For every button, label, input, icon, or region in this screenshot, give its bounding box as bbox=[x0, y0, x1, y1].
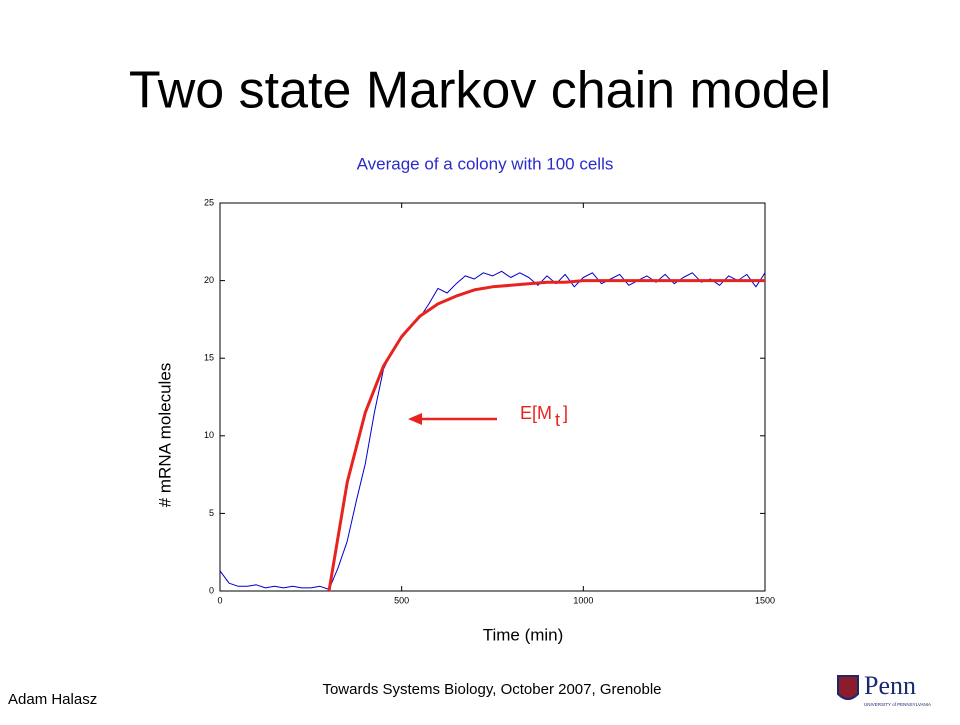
logo-subtext: UNIVERSITY of PENNSYLVANIA bbox=[864, 702, 931, 707]
y-tick-label: 10 bbox=[204, 430, 214, 440]
logo: Penn UNIVERSITY of PENNSYLVANIA bbox=[837, 671, 931, 707]
annotation: E[M t] bbox=[520, 403, 568, 430]
x-axis-label: Time (min) bbox=[483, 625, 564, 644]
logo-shield bbox=[837, 675, 859, 700]
x-tick-label: 1000 bbox=[573, 595, 593, 605]
chart-subtitle: Average of a colony with 100 cells bbox=[357, 154, 614, 173]
slide-title: Two state Markov chain model bbox=[129, 62, 831, 120]
y-tick-label: 15 bbox=[204, 353, 214, 363]
y-tick-label: 20 bbox=[204, 275, 214, 285]
footer-event: Towards Systems Biology, October 2007, G… bbox=[322, 681, 661, 698]
footer-author: Adam Halasz bbox=[8, 691, 97, 708]
annotation-arrowhead bbox=[408, 413, 422, 425]
plot-frame bbox=[219, 202, 766, 592]
y-tick-label: 0 bbox=[209, 585, 214, 595]
y-tick-label: 25 bbox=[204, 197, 214, 207]
x-tick-label: 1500 bbox=[755, 595, 775, 605]
expectation-line bbox=[327, 279, 765, 592]
logo-text: Penn bbox=[864, 671, 916, 700]
annotation-main: E[M bbox=[520, 403, 552, 423]
y-tick-label: 5 bbox=[209, 508, 214, 518]
y-axis-label: # mRNA molecules bbox=[155, 363, 174, 508]
simulation-line bbox=[219, 270, 766, 590]
x-tick-label: 0 bbox=[217, 595, 222, 605]
x-tick-label: 500 bbox=[394, 595, 409, 605]
annotation-end: ] bbox=[563, 403, 568, 423]
plot-area: 0 500 1000 1500 0 5 10 15 20 25 bbox=[204, 197, 775, 605]
annotation-sub: t bbox=[555, 410, 560, 430]
